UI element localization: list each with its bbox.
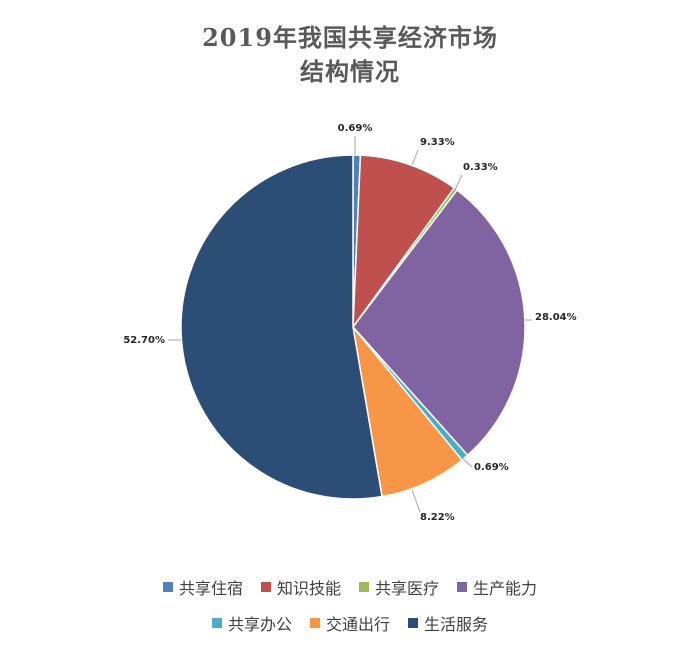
leader-line-5 — [461, 457, 473, 468]
legend-label: 共享办公 — [227, 615, 292, 634]
legend-item: 生产能力 — [457, 575, 537, 599]
data-label-2: 9.33% — [420, 137, 455, 148]
legend-item: 知识技能 — [260, 575, 341, 599]
pie-chart: 0.69% 9.33% 0.33% 28.04% 0.69% 8.22% 52.70% — [123, 123, 577, 523]
pie-slice-4 — [352, 189, 526, 457]
legend-swatch — [408, 618, 418, 628]
pie-slice-7 — [180, 154, 383, 500]
data-label-4: 28.04% — [535, 312, 577, 323]
legend-item: 生活服务 — [408, 611, 488, 635]
chart-title-line-1: 2019年我国共享经济市场 — [202, 23, 498, 52]
chart-title-line-2: 结构情况 — [300, 57, 400, 86]
legend-swatch — [260, 582, 271, 592]
legend: 共享住宿 知识技能 共享医疗 生产能力 共享办公 交通出行 生活服务 — [0, 574, 700, 646]
legend-swatch — [211, 618, 222, 628]
data-label-3: 0.33% — [463, 162, 498, 173]
legend-label: 交通出行 — [325, 615, 390, 634]
legend-swatch — [162, 582, 173, 592]
leader-line-6 — [411, 489, 421, 513]
data-label-1: 0.69% — [338, 123, 373, 134]
leader-line-2 — [411, 149, 419, 166]
pie-slice-2 — [352, 154, 456, 330]
data-label-5: 0.69% — [474, 462, 509, 473]
legend-item: 共享住宿 — [162, 575, 243, 599]
leader-line-3 — [454, 174, 463, 191]
legend-label: 生产能力 — [473, 579, 538, 598]
data-label-7: 52.70% — [123, 335, 165, 346]
legend-row-1: 共享住宿 知识技能 共享医疗 生产能力 — [0, 574, 700, 600]
legend-swatch — [457, 582, 468, 592]
legend-row-2: 共享办公 交通出行 生活服务 — [0, 610, 700, 636]
legend-swatch — [309, 618, 320, 628]
legend-item: 共享办公 — [211, 611, 292, 635]
pie-slice-6 — [351, 324, 464, 498]
legend-label: 共享住宿 — [178, 579, 243, 598]
legend-item: 交通出行 — [309, 611, 390, 635]
legend-label: 生活服务 — [424, 615, 489, 634]
data-label-6: 8.22% — [420, 512, 455, 523]
legend-label: 共享医疗 — [375, 579, 440, 598]
legend-swatch — [359, 582, 369, 592]
legend-item: 共享医疗 — [359, 575, 439, 599]
legend-label: 知识技能 — [276, 579, 341, 598]
